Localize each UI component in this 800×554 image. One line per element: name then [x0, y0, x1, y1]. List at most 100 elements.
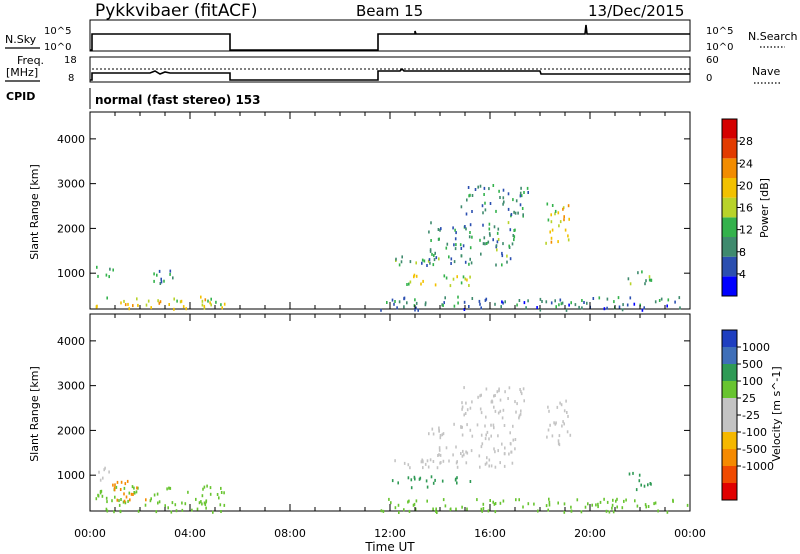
data-cell	[482, 211, 484, 215]
data-cell	[407, 500, 409, 504]
data-cell	[467, 186, 470, 189]
data-cell	[482, 242, 485, 246]
data-cell	[537, 509, 539, 513]
data-cell	[580, 510, 583, 514]
data-cell	[666, 510, 669, 514]
cpid-label: CPID	[6, 90, 35, 103]
data-cell	[421, 261, 423, 265]
data-cell	[484, 424, 486, 428]
data-cell	[480, 306, 482, 310]
data-cell	[567, 234, 569, 238]
data-cell	[209, 492, 212, 496]
data-cell	[497, 411, 500, 415]
data-cell	[221, 306, 223, 310]
data-cell	[539, 308, 542, 312]
y-tick-label: 4000	[57, 133, 85, 146]
data-cell	[439, 436, 442, 440]
data-cell	[124, 501, 127, 505]
data-cell	[507, 397, 509, 400]
data-cell	[410, 478, 413, 482]
data-cell	[485, 461, 488, 465]
data-cell	[518, 299, 521, 302]
nsky-panel	[89, 19, 691, 52]
data-cell	[478, 454, 481, 458]
data-cell	[586, 301, 588, 305]
data-cell	[432, 263, 435, 267]
data-cell	[644, 282, 646, 286]
data-cell	[435, 507, 437, 511]
data-cell	[109, 267, 111, 271]
data-cell	[220, 510, 222, 513]
data-cell	[498, 387, 500, 391]
data-cell	[469, 275, 471, 279]
data-cell	[182, 305, 185, 309]
data-cell	[216, 493, 219, 496]
data-cell	[508, 386, 511, 390]
data-cell	[485, 433, 487, 437]
data-cell	[457, 301, 459, 305]
data-cell	[442, 304, 444, 307]
data-cell	[503, 200, 505, 204]
data-cell	[508, 244, 510, 248]
data-cell	[548, 500, 551, 504]
data-cell	[434, 478, 436, 482]
data-cell	[584, 505, 587, 509]
data-cell	[196, 507, 199, 511]
data-cell	[388, 497, 390, 501]
data-cell	[489, 233, 491, 237]
data-cell	[569, 433, 572, 437]
data-cell	[456, 481, 458, 485]
colorbar-cell	[722, 466, 737, 483]
data-cell	[426, 499, 428, 503]
data-cell	[587, 502, 589, 506]
data-cell	[120, 480, 123, 484]
data-cell	[448, 459, 450, 463]
data-cell	[468, 262, 470, 266]
colorbar-cell	[722, 256, 737, 277]
data-cell	[396, 306, 398, 310]
data-cell	[548, 497, 550, 501]
data-cell	[450, 262, 452, 265]
data-cell	[654, 501, 657, 505]
data-cell	[457, 295, 459, 299]
data-cell	[397, 503, 400, 507]
data-cell	[425, 479, 428, 483]
data-cell	[430, 221, 432, 225]
data-cell	[426, 264, 428, 267]
data-cell	[106, 500, 108, 504]
data-cell	[450, 257, 453, 261]
data-cell	[551, 228, 554, 232]
data-cell	[496, 240, 499, 244]
data-cell	[429, 458, 432, 462]
colorbar-cell	[722, 217, 737, 237]
data-cell	[608, 510, 611, 514]
data-cell	[191, 508, 193, 512]
data-cell	[100, 489, 103, 493]
velocity-xaxis	[89, 314, 691, 511]
data-cell	[494, 302, 496, 306]
data-cell	[518, 416, 520, 420]
data-cell	[127, 499, 129, 503]
data-cell	[545, 241, 547, 245]
data-cell	[550, 213, 552, 217]
data-cell	[132, 493, 134, 496]
data-cell	[481, 204, 484, 208]
data-cell	[612, 498, 614, 502]
colorbar-tick-label: 500	[742, 358, 763, 371]
data-cell	[581, 306, 583, 310]
data-cell	[499, 398, 502, 402]
data-cell	[638, 479, 641, 483]
data-cell	[428, 230, 430, 234]
data-cell	[547, 508, 549, 512]
data-cell	[570, 505, 572, 509]
data-cell	[430, 475, 433, 479]
data-cell	[176, 299, 178, 303]
data-cell	[514, 447, 516, 451]
data-cell	[157, 501, 159, 505]
data-cell	[426, 485, 429, 489]
data-cell	[526, 186, 529, 190]
freq-label: Freq.	[17, 54, 44, 67]
data-cell	[502, 196, 505, 200]
data-cell	[465, 227, 467, 231]
